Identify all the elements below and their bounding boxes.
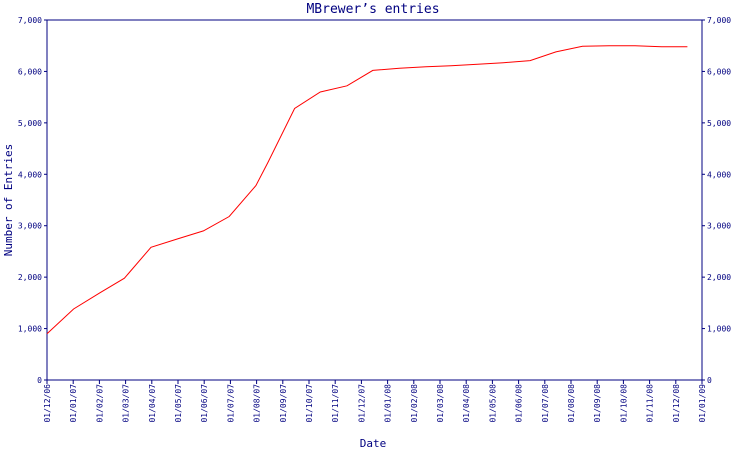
x-tick-label: 01/11/07 [331, 384, 340, 423]
y-tick-label-right: 2,000 [707, 273, 731, 282]
y-tick-label-right: 7,000 [707, 16, 731, 25]
y-tick-label-right: 3,000 [707, 222, 731, 231]
y-tick-label-right: 0 [707, 376, 712, 385]
x-tick-label: 01/04/08 [462, 384, 471, 423]
y-tick-label-left: 7,000 [18, 16, 42, 25]
x-tick-label: 01/09/08 [593, 384, 602, 423]
x-tick-label: 01/07/07 [226, 384, 235, 423]
plot-area [46, 45, 688, 335]
x-ticks: 01/12/06 01/01/07 01/02/07 01/03/07 01/04/07… [43, 380, 707, 423]
x-tick-label: 01/03/07 [122, 384, 131, 423]
y-tick-label-left: 6,000 [18, 67, 42, 76]
x-tick-label: 01/03/08 [436, 384, 445, 423]
y-tick-label-right: 6,000 [707, 67, 731, 76]
x-axis-label: Date [360, 437, 387, 450]
y-axis-label: Number of Entries [2, 144, 15, 257]
y-tick-label-right: 4,000 [707, 170, 731, 179]
y-tick-label-left: 3,000 [18, 222, 42, 231]
x-tick-label: 01/02/08 [410, 384, 419, 423]
y-tick-label-left: 5,000 [18, 119, 42, 128]
x-tick-label: 01/12/08 [672, 384, 681, 423]
x-tick-label: 01/11/08 [646, 384, 655, 423]
y-tick-label-right: 1,000 [707, 325, 731, 334]
y-tick-label-right: 5,000 [707, 119, 731, 128]
x-tick-label: 01/01/08 [384, 384, 393, 423]
y-ticks: 0 0 1,000 1,000 2,000 2,000 3,000 3,000 4,000 4,0… [18, 16, 731, 385]
x-tick-label: 01/12/06 [43, 384, 52, 423]
x-tick-label: 01/02/07 [95, 384, 104, 423]
x-tick-label: 01/05/07 [174, 384, 183, 423]
x-tick-label: 01/01/07 [69, 384, 78, 423]
x-tick-label: 01/09/07 [279, 384, 288, 423]
x-tick-label: 01/07/08 [541, 384, 550, 423]
x-tick-label: 01/10/08 [619, 384, 628, 423]
y-tick-label-left: 4,000 [18, 170, 42, 179]
y-tick-label-left: 0 [37, 376, 42, 385]
x-tick-label: 01/06/07 [200, 384, 209, 423]
x-tick-label: 01/10/07 [305, 384, 314, 423]
x-tick-label: 01/12/07 [357, 384, 366, 423]
series-line [46, 45, 688, 335]
chart-title: MBrewer’s entries [306, 2, 439, 17]
x-tick-label: 01/01/09 [698, 384, 707, 423]
x-tick-label: 01/06/08 [515, 384, 524, 423]
x-tick-label: 01/08/07 [253, 384, 262, 423]
y-tick-label-left: 1,000 [18, 325, 42, 334]
x-tick-label: 01/04/07 [148, 384, 157, 423]
y-tick-label-left: 2,000 [18, 273, 42, 282]
x-tick-label: 01/08/08 [567, 384, 576, 423]
x-tick-label: 01/05/08 [488, 384, 497, 423]
